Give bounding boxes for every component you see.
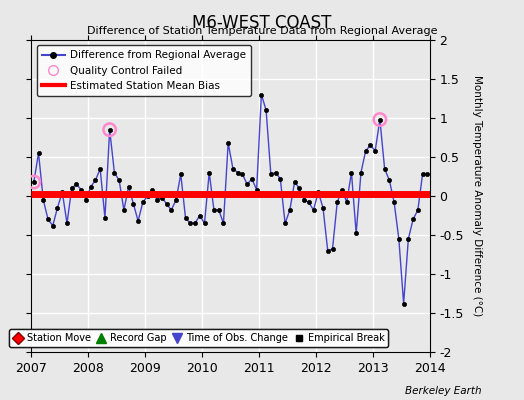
Y-axis label: Monthly Temperature Anomaly Difference (°C): Monthly Temperature Anomaly Difference (…: [472, 75, 482, 317]
Point: [105, 126, 114, 133]
Legend: Station Move, Record Gap, Time of Obs. Change, Empirical Break: Station Move, Record Gap, Time of Obs. C…: [9, 329, 388, 347]
Point: [30, 179, 38, 185]
Text: Difference of Station Temperature Data from Regional Average: Difference of Station Temperature Data f…: [87, 26, 437, 36]
Text: Berkeley Earth: Berkeley Earth: [406, 386, 482, 396]
Text: M6-WEST COAST: M6-WEST COAST: [192, 14, 332, 32]
Point: [376, 116, 384, 123]
